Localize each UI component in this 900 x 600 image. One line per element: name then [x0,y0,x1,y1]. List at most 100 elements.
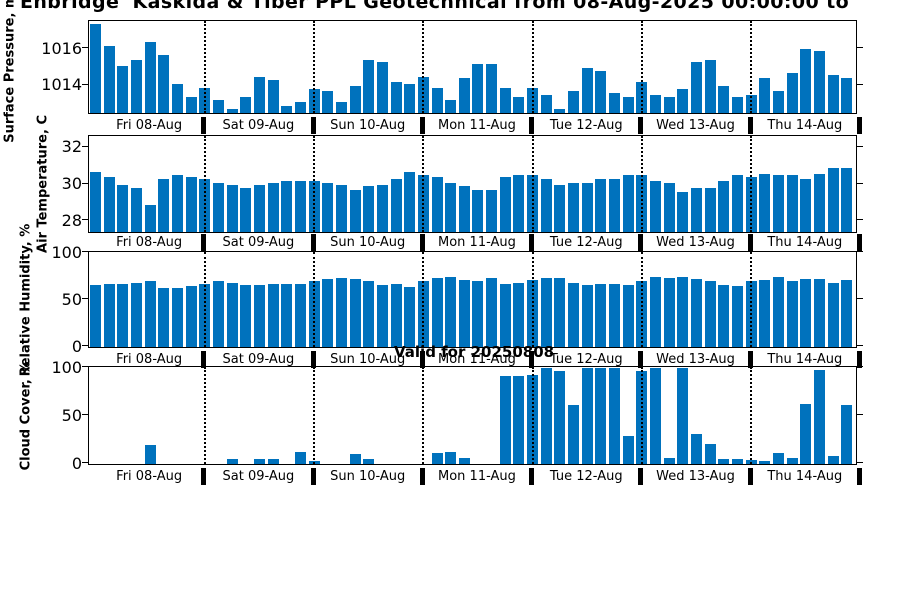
bar [841,405,853,464]
y-tick-mark [857,219,863,221]
day-separator [310,234,316,251]
y-tick-label: 100 [51,357,82,377]
day-boundary-gridline [531,21,534,113]
bar [691,188,703,232]
bar [841,280,853,347]
y-tick-mark [857,83,863,85]
bar [253,184,265,232]
day-axis-row-1: Fri 08-Aug Sat 09-Aug Sun 10-Aug Mon 11-Aug… [88,117,862,134]
bar [445,182,457,232]
y-tick-mark [82,366,88,367]
bar [499,284,511,347]
day-label: Tue 12-Aug [549,469,623,484]
day-label: Sun 10-Aug [330,469,406,484]
bar [595,179,607,232]
bar [226,283,238,347]
day-boundary-gridline [640,367,643,464]
bar [158,179,170,232]
day-label: Mon 11-Aug [438,469,516,484]
bar [281,180,293,232]
day-boundary-gridline [422,367,425,464]
y-tick-mark [82,462,88,463]
y-tick-label: 28 [61,210,82,230]
y-tick-mark [82,219,88,221]
day-separator [419,468,425,485]
bar [568,283,580,347]
bar [581,67,593,113]
bar [691,434,703,464]
bar [185,285,197,347]
bar [759,280,771,347]
bar [486,63,498,113]
bar [390,284,402,347]
bar [622,175,634,232]
bar [704,443,716,464]
bar [281,284,293,347]
bar [212,100,224,113]
y-tick-label: 1016 [41,38,82,58]
day-boundary-gridline [640,136,643,232]
bar [376,284,388,347]
bar [486,278,498,347]
bar [458,186,470,232]
day-label: Thu 14-Aug [767,118,843,133]
day-separator [529,351,535,368]
bar [663,182,675,232]
bar [294,452,306,464]
bar [773,277,784,347]
bar [144,204,156,232]
bar [650,94,662,113]
bar [472,281,484,347]
bar [349,279,361,347]
bar [554,278,566,347]
bar [773,453,784,464]
bar [171,83,183,113]
day-boundary-gridline [203,367,206,464]
day-separator [419,117,425,134]
day-separator [747,117,753,134]
day-separator [856,117,862,134]
bar [458,458,470,464]
y-tick-label: 50 [61,405,82,425]
figure-title: Enbridge 'Kaskida & Tiber PPL Geotechnic… [20,0,850,13]
day-separator [310,351,316,368]
y-tick-label: 30 [61,174,82,193]
bar [718,85,730,113]
day-boundary-gridline [422,21,425,113]
day-separator [201,234,207,251]
y-tick-mark [857,345,863,346]
day-label: Tue 12-Aug [549,118,623,133]
y-tick-mark [857,462,863,463]
bar [609,368,621,464]
y-tick-label: 50 [61,289,82,309]
bar [786,281,798,347]
bar [404,83,416,113]
bar [800,403,812,464]
y-tick-mark [82,414,88,415]
bar [595,284,607,347]
bar [158,54,170,113]
day-label: Fri 08-Aug [116,352,183,367]
y-tick-mark [857,414,863,415]
bar [130,188,142,232]
day-separator [856,234,862,251]
bar [554,370,566,464]
bar [622,436,634,464]
day-label: Wed 13-Aug [656,352,735,367]
bar [677,191,689,232]
y-tick-mark [82,345,88,346]
bar [103,177,115,232]
day-label: Tue 12-Aug [549,235,623,250]
bar [813,173,825,232]
day-boundary-gridline [313,252,316,347]
bar [185,177,197,232]
day-label: Wed 13-Aug [656,118,735,133]
day-axis-row-3: Fri 08-Aug Sat 09-Aug Sun 10-Aug Mon 11-Aug… [88,351,862,368]
bar [117,65,129,113]
bar [827,283,839,347]
day-boundary-gridline [531,252,534,347]
y-tick-label: 1014 [41,75,82,95]
bar [677,276,689,347]
bar [130,283,142,347]
